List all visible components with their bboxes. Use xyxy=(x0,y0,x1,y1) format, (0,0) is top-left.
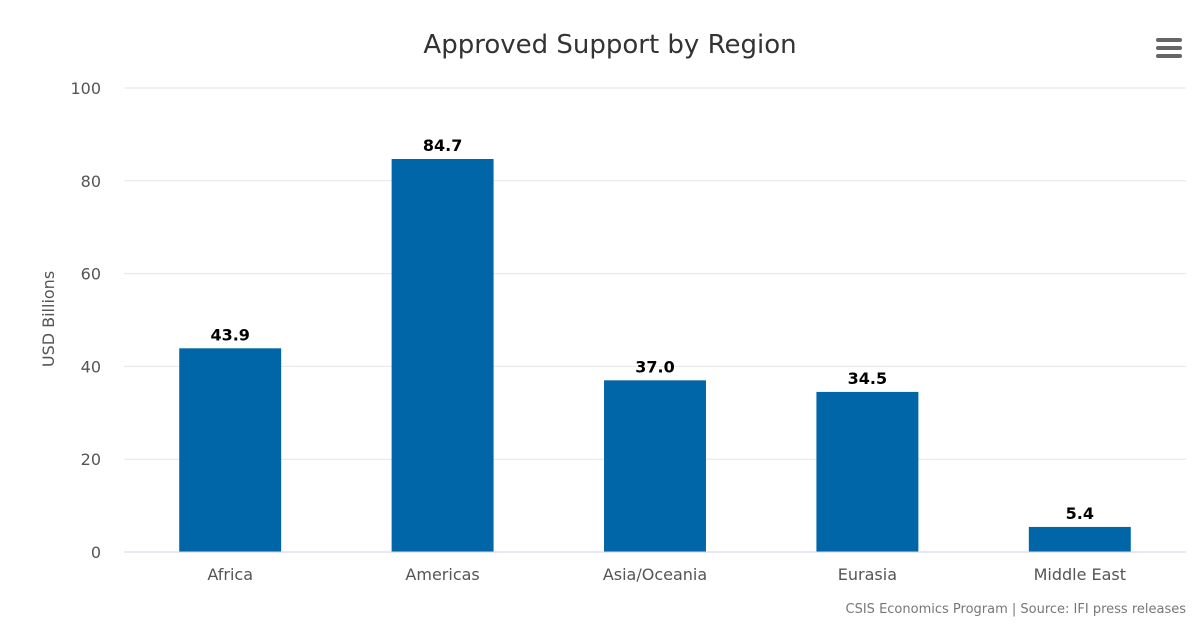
bar-asia-oceania[interactable] xyxy=(604,380,706,552)
data-label: 84.7 xyxy=(423,136,462,155)
bars: 43.9 84.7 37.0 34.5 5.4 xyxy=(179,136,1131,552)
gridlines xyxy=(124,87,1186,460)
y-tick-label: 20 xyxy=(81,450,101,469)
bar-middle-east[interactable] xyxy=(1028,526,1131,552)
bar-americas[interactable] xyxy=(391,158,494,552)
bar-eurasia[interactable] xyxy=(816,391,919,552)
chart-credits: CSIS Economics Program | Source: IFI pre… xyxy=(846,602,1187,617)
y-tick-label: 40 xyxy=(81,357,101,376)
hamburger-menu-icon[interactable] xyxy=(1156,38,1182,60)
x-tick-label: Africa xyxy=(207,565,253,584)
x-axis-ticks: Africa Americas Asia/Oceania Eurasia Middle … xyxy=(207,565,1126,584)
x-tick-label: Americas xyxy=(405,565,479,584)
menu-bar-line xyxy=(1156,54,1182,58)
data-label: 5.4 xyxy=(1066,504,1094,523)
y-tick-label: 100 xyxy=(70,79,101,98)
y-axis-ticks: 0 20 40 60 80 100 xyxy=(70,79,101,562)
chart-title: Approved Support by Region xyxy=(423,30,796,60)
data-label: 37.0 xyxy=(635,357,674,376)
y-tick-label: 0 xyxy=(91,543,101,562)
menu-bar-line xyxy=(1156,38,1182,42)
data-label: 34.5 xyxy=(848,369,887,388)
x-tick-label: Asia/Oceania xyxy=(603,565,707,584)
menu-bar-line xyxy=(1156,46,1182,50)
x-tick-label: Eurasia xyxy=(838,565,897,584)
y-tick-label: 60 xyxy=(81,265,101,284)
y-axis-title: USD Billions xyxy=(39,271,58,367)
y-tick-label: 80 xyxy=(81,172,101,191)
x-tick-label: Middle East xyxy=(1034,565,1126,584)
bar-africa[interactable] xyxy=(179,348,282,552)
data-label: 43.9 xyxy=(210,325,249,344)
